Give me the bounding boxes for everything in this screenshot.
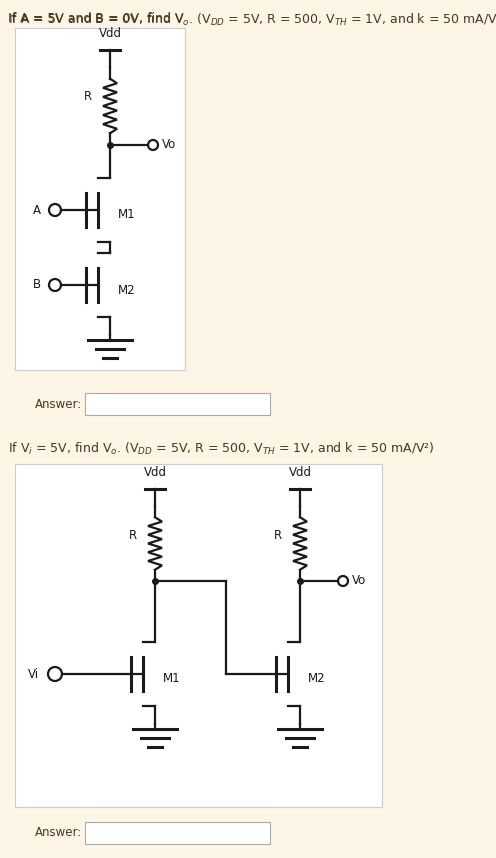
Text: R: R	[274, 529, 282, 542]
Text: Vi: Vi	[28, 668, 39, 680]
Text: Vdd: Vdd	[99, 27, 122, 40]
Text: R: R	[84, 89, 92, 102]
Bar	[85, 393, 270, 415]
Text: If V$_i$ = 5V, find V$_o$. (V$_{DD}$ = 5V, R = 500, V$_{TH}$ = 1V, and k = 50 mA: If V$_i$ = 5V, find V$_o$. (V$_{DD}$ = 5…	[8, 441, 434, 457]
Text: A: A	[33, 203, 41, 216]
Text: M2: M2	[118, 283, 135, 297]
Text: Vo: Vo	[162, 138, 176, 152]
Bar	[15, 28, 185, 370]
Text: M1: M1	[118, 208, 135, 221]
Text: B: B	[33, 279, 41, 292]
Bar	[85, 822, 270, 844]
Text: If A = 5V and B = 0V, find V$_o$. (V$_{DD}$ = 5V, R = 500, V$_{TH}$ = 1V, and k : If A = 5V and B = 0V, find V$_o$. (V$_{D…	[8, 12, 496, 28]
Text: If A = 5V and B = 0V, find V: If A = 5V and B = 0V, find V	[8, 12, 184, 25]
Text: Answer:: Answer:	[35, 397, 82, 410]
Text: Vdd: Vdd	[289, 466, 311, 479]
Text: Vdd: Vdd	[143, 466, 167, 479]
Text: R: R	[129, 529, 137, 542]
Text: Vo: Vo	[352, 575, 366, 588]
Text: Answer:: Answer:	[35, 826, 82, 839]
Text: M1: M1	[163, 673, 181, 686]
Bar	[15, 464, 382, 807]
Text: M2: M2	[308, 673, 326, 686]
